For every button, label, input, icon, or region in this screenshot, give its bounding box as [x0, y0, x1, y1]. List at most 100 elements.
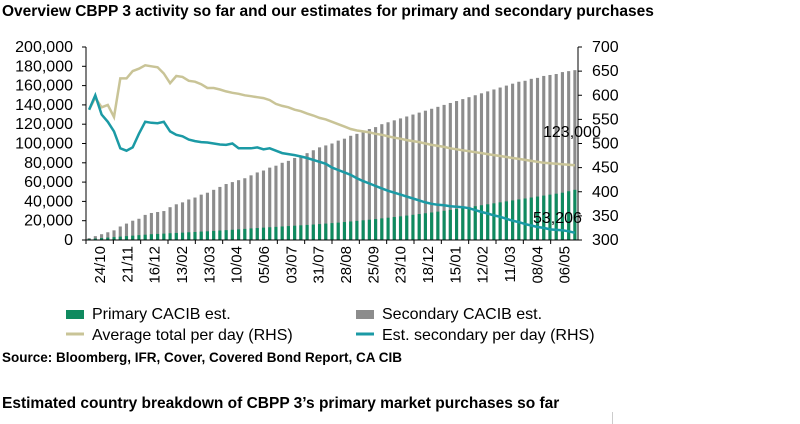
bar-primary [156, 233, 160, 240]
legend-label-primary: Primary CACIB est. [92, 306, 231, 323]
x-tick-label: 25/09 [365, 246, 382, 284]
left-tick-label: 40,000 [24, 193, 73, 210]
bar-secondary [299, 156, 303, 240]
legend-swatch-secondary [356, 310, 374, 319]
bar-primary [349, 221, 353, 240]
bar-secondary [455, 101, 459, 240]
line-layer [87, 63, 576, 235]
bar-primary [193, 231, 197, 240]
bar-primary [529, 197, 533, 240]
bar-secondary [386, 122, 390, 240]
left-tick-label: 20,000 [24, 213, 73, 230]
bar-primary [330, 223, 334, 240]
bar-primary [560, 192, 564, 240]
bar-primary [286, 226, 290, 240]
bar-secondary [131, 220, 135, 240]
bar-primary [324, 223, 328, 240]
bar-primary [492, 203, 496, 240]
x-tick-label: 06/05 [557, 246, 574, 284]
bar-secondary [448, 102, 452, 240]
bar-primary [180, 232, 185, 240]
x-tick-label: 24/10 [92, 246, 109, 284]
bar-secondary [243, 178, 247, 240]
bar-secondary [137, 218, 141, 240]
bar-secondary [336, 140, 340, 240]
bar-secondary [143, 214, 147, 240]
bar-primary [162, 233, 166, 240]
left-tick-label: 200,000 [15, 39, 73, 56]
bar-primary [355, 220, 359, 240]
bar-secondary [187, 199, 191, 240]
bar-secondary [423, 110, 427, 240]
bar-secondary [511, 83, 515, 240]
bar-secondary [118, 226, 122, 240]
bar-secondary [180, 202, 185, 240]
bar-secondary [324, 145, 328, 240]
bar-primary [380, 218, 384, 240]
bar-secondary [124, 223, 129, 240]
bar-primary [411, 214, 415, 240]
x-tick-label: 18/12 [420, 246, 437, 284]
x-tick-label: 28/08 [338, 246, 355, 284]
bar-secondary [255, 172, 259, 240]
bar-primary [149, 234, 153, 240]
x-tick-label: 16/12 [147, 246, 164, 284]
bar-secondary [467, 97, 471, 241]
right-tick-label: 450 [592, 160, 619, 177]
bar-secondary [199, 194, 203, 240]
bar-secondary [535, 77, 540, 240]
line-est-secondary [87, 91, 576, 235]
bar-primary [342, 222, 347, 240]
bar-secondary [261, 170, 266, 240]
left-tick-label: 100,000 [15, 136, 73, 153]
bar-secondary [286, 160, 290, 240]
bar-primary [405, 215, 409, 240]
annotation-primary-total: 53,206 [533, 210, 582, 227]
bar-primary [392, 217, 396, 240]
x-tick-label: 11/03 [502, 246, 519, 282]
bar-secondary [417, 112, 421, 240]
bar-secondary [305, 153, 309, 240]
x-tick-label: 21/11 [119, 246, 136, 282]
bar-secondary [106, 232, 110, 240]
chart-title: Overview CBPP 3 activity so far and our … [2, 3, 654, 20]
left-tick-label: 60,000 [24, 174, 73, 191]
bar-secondary [280, 162, 284, 240]
x-tick-label: 31/07 [311, 246, 328, 284]
right-tick-label: 500 [592, 136, 619, 153]
bar-secondary [317, 147, 322, 240]
bar-primary [573, 189, 577, 240]
bar-secondary [529, 78, 533, 240]
bar-secondary [567, 71, 571, 240]
bar-primary [317, 224, 322, 240]
bar-primary [255, 228, 259, 240]
bar-primary [567, 191, 571, 240]
bar-primary [112, 237, 116, 240]
bar-primary [131, 235, 135, 240]
bar-primary [199, 231, 203, 240]
left-tick-label: 140,000 [15, 97, 73, 114]
bar-secondary [268, 167, 272, 240]
right-tick-label: 350 [592, 208, 619, 225]
bar-secondary [237, 180, 241, 240]
x-tick-label: 13/02 [174, 246, 191, 284]
legend-label-est-secondary: Est. secondary per day (RHS) [382, 327, 595, 344]
bar-primary [212, 230, 216, 240]
bar-secondary [355, 133, 359, 240]
bar-primary [311, 224, 315, 240]
x-tick-label: 03/07 [283, 246, 300, 284]
bar-secondary [100, 234, 104, 240]
bar-primary [374, 219, 378, 240]
left-tick-label: 160,000 [15, 78, 73, 95]
bar-secondary [293, 157, 297, 240]
bar-primary [124, 236, 129, 240]
bar-primary [461, 208, 465, 240]
bar-primary [498, 202, 502, 240]
bar-primary [542, 195, 546, 240]
bar-secondary [311, 150, 315, 240]
bar-primary [423, 213, 427, 240]
right-tick-label: 400 [592, 184, 619, 201]
bar-secondary [442, 104, 446, 241]
bar-secondary [349, 135, 353, 240]
